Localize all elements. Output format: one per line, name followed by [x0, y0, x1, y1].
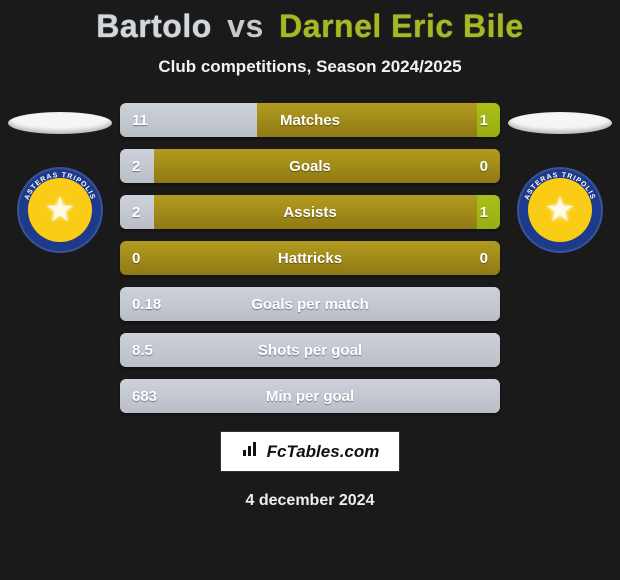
club-badge-right: ★ ASTERAS TRIPOLIS: [517, 167, 603, 253]
stat-label: Min per goal: [200, 388, 420, 405]
nation-flag-left: [8, 103, 112, 143]
brand-label: FcTables.com: [267, 442, 380, 462]
club-badge-left: ★ ASTERAS TRIPOLIS: [17, 167, 103, 253]
player2-name: Darnel Eric Bile: [279, 8, 524, 44]
stat-value-left: 0.18: [120, 296, 200, 313]
svg-text:ASTERAS TRIPOLIS: ASTERAS TRIPOLIS: [524, 172, 597, 201]
stat-value-right: 0: [420, 250, 500, 267]
stat-value-right: 1: [420, 112, 500, 129]
chart-icon: [241, 440, 259, 463]
header: Bartolo vs Darnel Eric Bile Club competi…: [0, 0, 620, 77]
club-text-ring-icon: ASTERAS TRIPOLIS: [17, 167, 103, 253]
player1-name: Bartolo: [96, 8, 212, 44]
stat-row: 683Min per goal: [120, 379, 500, 413]
page-title: Bartolo vs Darnel Eric Bile: [0, 8, 620, 45]
stat-value-right: 0: [420, 158, 500, 175]
footer: FcTables.com 4 december 2024: [0, 431, 620, 510]
stat-row: 2Goals0: [120, 149, 500, 183]
vs-label: vs: [227, 8, 264, 44]
svg-text:ASTERAS TRIPOLIS: ASTERAS TRIPOLIS: [24, 172, 97, 201]
club-text-ring-icon: ASTERAS TRIPOLIS: [517, 167, 603, 253]
stat-row: 11Matches1: [120, 103, 500, 137]
stat-row: 0Hattricks0: [120, 241, 500, 275]
comparison-content: ★ ASTERAS TRIPOLIS 11Matches12Goals02Ass…: [0, 103, 620, 413]
stat-label: Assists: [200, 204, 420, 221]
brand-badge[interactable]: FcTables.com: [220, 431, 401, 472]
stat-value-left: 11: [120, 112, 200, 129]
stat-value-left: 2: [120, 204, 200, 221]
stat-value-left: 2: [120, 158, 200, 175]
flag-ellipse-icon: [508, 112, 612, 134]
left-side: ★ ASTERAS TRIPOLIS: [0, 103, 120, 253]
stat-value-left: 0: [120, 250, 200, 267]
nation-flag-right: [508, 103, 612, 143]
stats-bars: 11Matches12Goals02Assists10Hattricks00.1…: [120, 103, 500, 413]
subtitle: Club competitions, Season 2024/2025: [0, 57, 620, 77]
stat-label: Shots per goal: [200, 342, 420, 359]
stat-label: Hattricks: [200, 250, 420, 267]
stat-value-left: 8.5: [120, 342, 200, 359]
stat-row: 8.5Shots per goal: [120, 333, 500, 367]
stat-row: 0.18Goals per match: [120, 287, 500, 321]
stat-value-right: 1: [420, 204, 500, 221]
right-side: ★ ASTERAS TRIPOLIS: [500, 103, 620, 253]
stat-row: 2Assists1: [120, 195, 500, 229]
stat-label: Goals: [200, 158, 420, 175]
flag-ellipse-icon: [8, 112, 112, 134]
stat-label: Goals per match: [200, 296, 420, 313]
stat-value-left: 683: [120, 388, 200, 405]
stat-label: Matches: [200, 112, 420, 129]
footer-date: 4 december 2024: [0, 492, 620, 510]
